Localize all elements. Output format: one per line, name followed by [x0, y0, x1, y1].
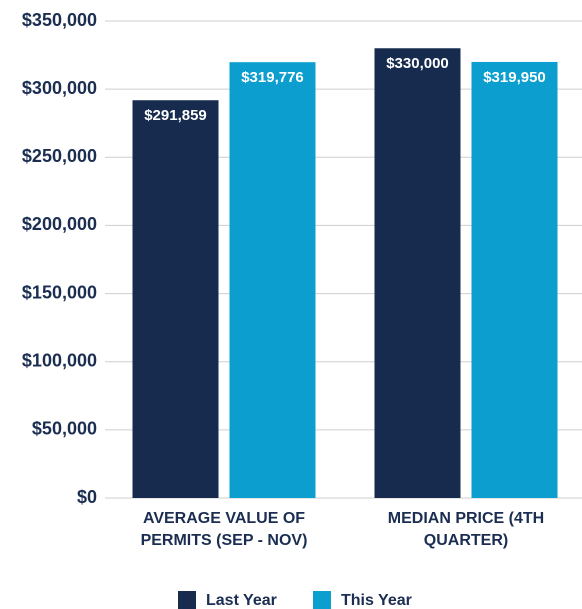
y-tick-label: $300,000: [22, 78, 97, 98]
y-tick-label: $50,000: [32, 419, 97, 439]
y-tick-label: $150,000: [22, 282, 97, 302]
y-tick-label: $0: [77, 487, 97, 507]
legend-swatch: [313, 591, 331, 609]
bar: [374, 48, 461, 498]
bar: [471, 61, 558, 498]
y-tick-label: $200,000: [22, 214, 97, 234]
legend-label: Last Year: [206, 592, 277, 609]
data-label: $319,776: [241, 69, 304, 86]
x-tick-label: MEDIAN PRICE (4TH QUARTER): [387, 510, 545, 549]
bar: [229, 62, 316, 499]
data-label: $330,000: [386, 55, 449, 72]
bar: [132, 100, 219, 498]
y-tick-label: $100,000: [22, 350, 97, 370]
data-label: $319,950: [483, 69, 546, 86]
x-tick-label: AVERAGE VALUE OF PERMITS (SEP - NOV): [140, 510, 308, 549]
y-tick-label: $350,000: [22, 10, 97, 30]
data-label: $291,859: [144, 107, 207, 124]
legend-label: This Year: [341, 592, 412, 609]
y-tick-label: $250,000: [22, 146, 97, 166]
legend-swatch: [178, 591, 196, 609]
